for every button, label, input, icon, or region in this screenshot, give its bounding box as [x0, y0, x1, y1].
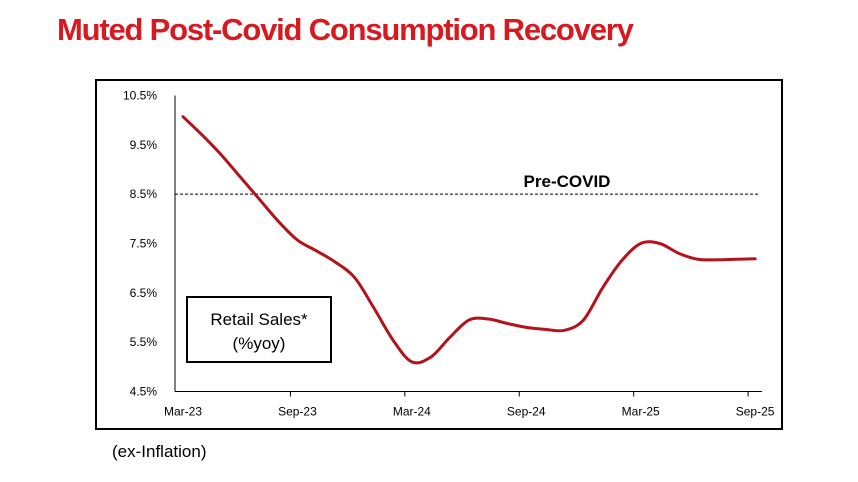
x-tick-label: Mar-23 — [164, 405, 202, 419]
x-tick-label: Sep-24 — [507, 405, 546, 419]
annotation-line-1: Retail Sales* — [210, 310, 308, 329]
annotation-box — [186, 296, 332, 363]
y-tick-label: 5.5% — [130, 335, 158, 349]
y-tick-label: 10.5% — [123, 89, 157, 103]
chart-frame — [95, 79, 783, 430]
footnote: (ex-Inflation) — [112, 442, 207, 461]
y-tick-label: 8.5% — [130, 187, 158, 201]
x-tick-label: Sep-25 — [736, 405, 775, 419]
page-title: Muted Post-Covid Consumption Recovery — [57, 12, 634, 47]
x-tick-label: Mar-24 — [393, 405, 431, 419]
y-tick-label: 7.5% — [130, 237, 158, 251]
y-tick-label: 6.5% — [130, 286, 158, 300]
annotation-line-2: (%yoy) — [233, 334, 286, 353]
y-tick-label: 4.5% — [130, 385, 158, 399]
y-tick-label: 9.5% — [130, 138, 158, 152]
retail-sales-series-line — [181, 115, 757, 365]
x-tick-label: Sep-23 — [278, 405, 317, 419]
x-tick-label: Mar-25 — [622, 405, 660, 419]
reference-line-label: Pre-COVID — [524, 172, 611, 191]
